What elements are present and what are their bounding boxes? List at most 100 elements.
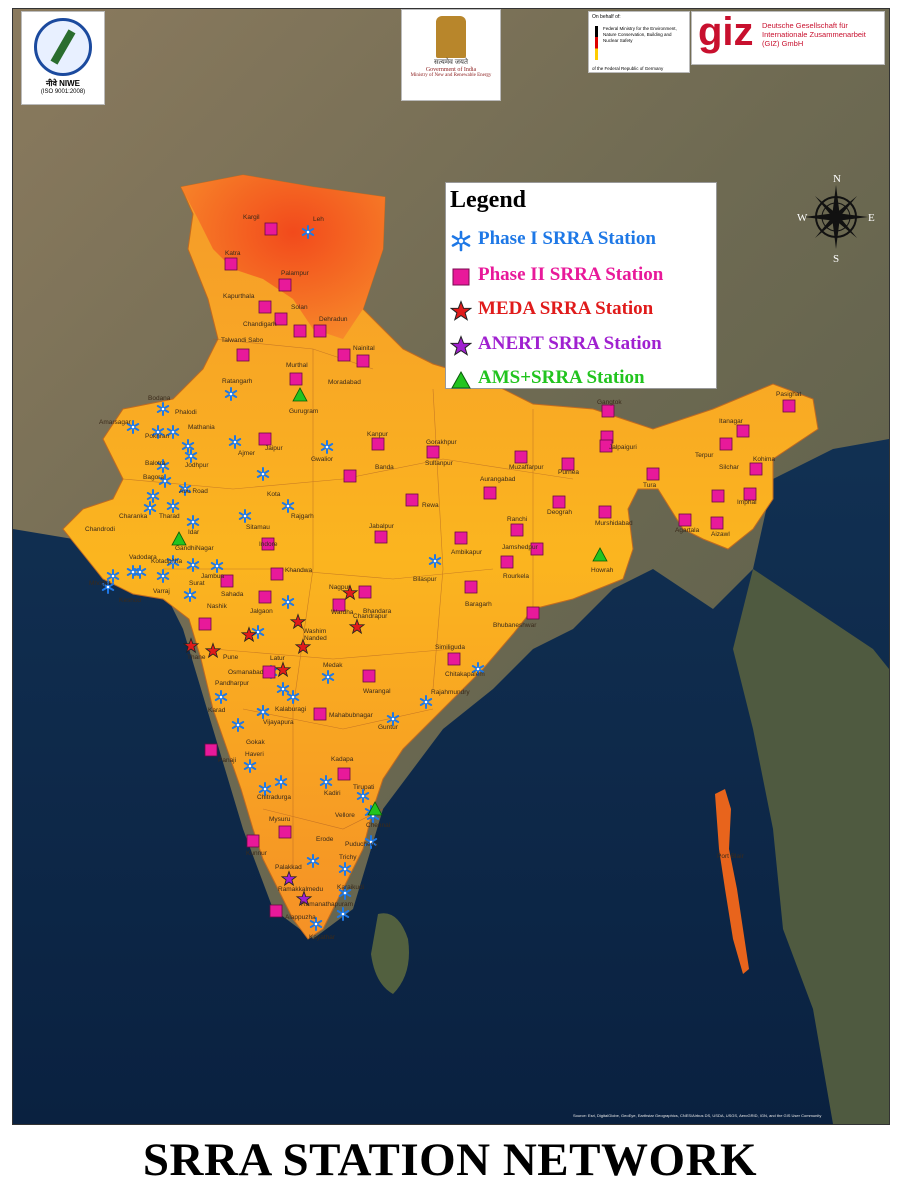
phase-2-station xyxy=(264,222,278,236)
legend-label-anert: ANERT SRRA Station xyxy=(478,333,662,354)
place-label: Jalgaon xyxy=(250,608,273,615)
phase-2-station xyxy=(530,542,544,556)
place-label: Jamshedpur xyxy=(502,544,539,551)
page-title: SRRA STATION NETWORK xyxy=(142,1134,758,1186)
place-label: Karaikudi xyxy=(337,884,364,891)
phase-1-station xyxy=(338,886,352,900)
place-label: Ramakkalmedu xyxy=(278,886,324,893)
asterisk-icon xyxy=(451,230,471,252)
phase-2-station xyxy=(736,424,750,438)
place-label: Bagora xyxy=(143,474,164,481)
place-label: Ranchi xyxy=(507,516,527,523)
phase-2-station xyxy=(258,300,272,314)
phase-2-station xyxy=(646,467,660,481)
phase-1-station xyxy=(101,580,115,594)
place-label: Tirupati xyxy=(353,784,374,791)
place-label: Kota xyxy=(267,491,281,498)
phase-2-station xyxy=(719,437,733,451)
phase-2-station xyxy=(371,437,385,451)
phase-2-station xyxy=(362,669,376,683)
india-main xyxy=(62,174,819,940)
place-label: Nainital xyxy=(353,345,375,352)
meda-station xyxy=(204,642,222,659)
place-label: Chitradurga xyxy=(257,794,291,801)
phase-1-station xyxy=(166,555,180,569)
india-north-band xyxy=(181,175,385,339)
place-label: Balotra xyxy=(145,460,166,467)
place-label: Pasighat xyxy=(776,391,801,398)
phase-2-station xyxy=(510,523,524,537)
phase-1-station xyxy=(156,569,170,583)
legend: Legend Phase I SRRA Station Phase II SRR… xyxy=(445,182,717,389)
phase-1-station xyxy=(146,489,160,503)
phase-2-station xyxy=(289,372,303,386)
place-label: Sultanpur xyxy=(425,460,454,467)
place-label: Surat xyxy=(189,580,205,587)
place-label: Kanpur xyxy=(367,431,389,438)
phase-1-station xyxy=(256,705,270,719)
moi-line2: Ministry of New and Renewable Energy xyxy=(410,73,492,78)
phase-2-station xyxy=(500,555,514,569)
place-label: Talwandi Sabo xyxy=(221,337,264,344)
phase-2-station xyxy=(220,574,234,588)
place-label: Jambua xyxy=(201,573,225,580)
legend-label-phase-2: Phase II SRRA Station xyxy=(478,264,664,285)
place-label: Deograh xyxy=(547,509,572,516)
meda-station xyxy=(341,584,359,601)
phase-2-station xyxy=(293,324,307,338)
place-label: Phalodi xyxy=(175,409,197,416)
place-label: Kayathar xyxy=(309,934,336,941)
meda-station xyxy=(294,638,312,655)
phase-1-station xyxy=(336,907,350,921)
phase-2-station xyxy=(552,495,566,509)
place-label: Erode xyxy=(316,836,334,843)
place-label: Rajahmundry xyxy=(431,689,470,696)
ams-station xyxy=(292,387,308,402)
phase-2-station xyxy=(261,537,275,551)
place-label: Abu Road xyxy=(179,488,208,495)
place-label: Wardha xyxy=(331,609,354,616)
place-label: Haveri xyxy=(245,751,264,758)
compass-rose-icon: N S E W xyxy=(797,173,875,263)
place-label: Leh xyxy=(313,216,324,223)
legend-label-meda: MEDA SRRA Station xyxy=(478,298,654,319)
compass-s: S xyxy=(833,253,839,263)
phase-1-station xyxy=(306,854,320,868)
phase-1-station xyxy=(428,554,442,568)
place-label: Solan xyxy=(291,304,308,311)
phase-1-station xyxy=(243,759,257,773)
meda-station xyxy=(348,618,366,635)
phase-2-station xyxy=(598,505,612,519)
phase-1-station xyxy=(178,482,192,496)
phase-2-station xyxy=(198,617,212,631)
place-label: GandhiNagar xyxy=(175,545,214,552)
place-label: Chennai xyxy=(366,822,390,829)
moi-motto: सत्यमेव जयते xyxy=(434,58,468,66)
place-label: Karad xyxy=(208,707,226,714)
giz-mark: giz xyxy=(698,10,754,54)
place-label: Vadodara xyxy=(129,554,157,561)
phase-2-station xyxy=(358,585,372,599)
phase-1-station xyxy=(184,449,198,463)
phase-2-station xyxy=(743,487,757,501)
place-label: Baragarh xyxy=(465,601,492,608)
phase-1-station xyxy=(419,695,433,709)
phase-1-station xyxy=(143,501,157,515)
phase-2-station xyxy=(356,354,370,368)
phase-1-station xyxy=(321,670,335,684)
place-label: Gorakhpur xyxy=(426,439,458,446)
ams-station xyxy=(592,547,608,562)
phase-2-station xyxy=(337,767,351,781)
anert-station xyxy=(295,890,313,907)
place-label: Kotadpitha xyxy=(151,558,182,565)
phase-2-station xyxy=(278,278,292,292)
triangle-icon xyxy=(451,370,471,389)
place-label: Kunnur xyxy=(246,850,268,857)
legend-label-ams: AMS+SRRA Station xyxy=(478,367,645,388)
phase-2-station xyxy=(526,606,540,620)
giz-name: Deutsche Gesellschaft für Internationale… xyxy=(762,21,866,48)
place-label: Jodhpur xyxy=(185,462,209,469)
phase-1-station xyxy=(256,467,270,481)
phase-2-station xyxy=(258,590,272,604)
phase-2-station xyxy=(514,450,528,464)
